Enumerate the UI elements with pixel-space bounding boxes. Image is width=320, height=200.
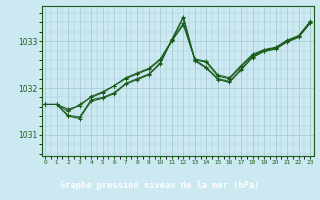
- Text: Graphe pression niveau de la mer (hPa): Graphe pression niveau de la mer (hPa): [60, 181, 260, 190]
